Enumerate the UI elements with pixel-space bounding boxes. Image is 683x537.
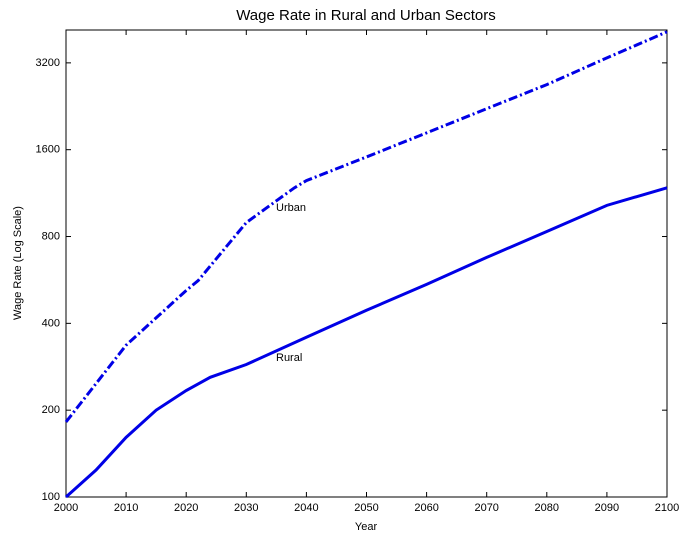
x-axis-label: Year [355,521,378,533]
y-tick-label: 400 [42,317,60,329]
x-tick-label: 2060 [414,502,438,514]
y-tick-label: 200 [42,404,60,416]
series-line [64,30,668,423]
y-tick-label: 100 [42,491,60,503]
y-tick-label: 1600 [36,144,60,156]
chart-title: Wage Rate in Rural and Urban Sectors [236,7,496,24]
series-label: Rural [276,352,302,364]
x-tick-label: 2030 [234,502,258,514]
x-tick-label: 2080 [535,502,559,514]
x-tick-label: 2090 [595,502,619,514]
plot-frame [65,29,668,498]
x-tick-label: 2040 [294,502,318,514]
y-tick-label: 3200 [36,57,60,69]
x-tick-label: 2050 [354,502,378,514]
x-tick-label: 2070 [474,502,498,514]
y-tick-label: 800 [42,230,60,242]
x-tick-label: 2020 [174,502,198,514]
series-line [64,186,668,499]
x-tick-label: 2010 [114,502,138,514]
x-tick-label: 2100 [655,502,679,514]
y-axis-label: Wage Rate (Log Scale) [12,206,24,320]
series-label: Urban [276,202,306,214]
x-tick-label: 2000 [54,502,78,514]
